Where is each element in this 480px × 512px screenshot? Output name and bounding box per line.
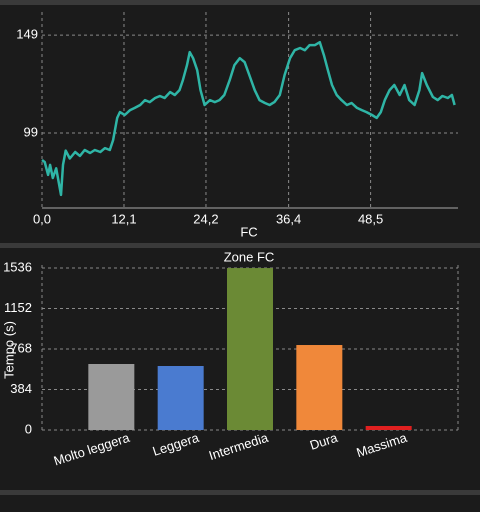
x-tick-label: 12,1	[111, 211, 136, 226]
bar	[88, 364, 135, 430]
y-tick-label: 99	[24, 124, 38, 139]
x-tick-label: 36,4	[276, 211, 301, 226]
y-tick-label: 768	[10, 340, 32, 355]
bar	[227, 268, 273, 430]
y-tick-label: 384	[10, 381, 32, 396]
divider	[0, 0, 480, 5]
x-tick-label: 48,5	[358, 211, 383, 226]
divider	[0, 243, 480, 248]
divider	[0, 490, 480, 495]
line	[41, 40, 456, 197]
y-tick-label: 0	[25, 421, 32, 436]
y-tick-label: 149	[16, 27, 38, 42]
x-axis-label: FC	[240, 224, 257, 239]
bar	[296, 345, 343, 430]
y-tick-label: 1536	[3, 259, 32, 274]
bar	[157, 366, 204, 430]
x-tick-label: 24,2	[193, 211, 218, 226]
y-tick-label: 1152	[4, 300, 32, 315]
y-axis-label: Tempo (s)	[1, 321, 16, 379]
bar	[365, 425, 412, 430]
x-tick-label: 0,0	[33, 211, 51, 226]
chart-title: Zone FC	[224, 249, 275, 264]
